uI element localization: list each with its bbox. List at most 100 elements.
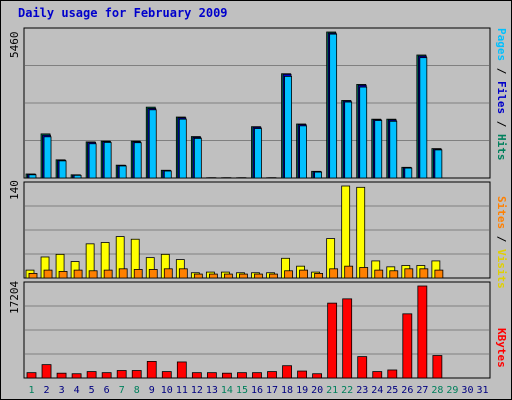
bar-pages-day-5 bbox=[88, 143, 97, 179]
x-tick-label-3: 3 bbox=[59, 385, 65, 396]
bar-pages-day-18 bbox=[284, 75, 292, 179]
bar-kbytes-day-11 bbox=[176, 361, 187, 379]
bar-sites-day-2 bbox=[43, 269, 53, 279]
bar-pages-day-1 bbox=[28, 174, 37, 179]
bar-kbytes-day-12 bbox=[191, 372, 202, 379]
bar-pages-day-2 bbox=[43, 136, 52, 179]
bar-sites-day-28 bbox=[434, 269, 444, 279]
x-tick-label-1: 1 bbox=[29, 385, 35, 396]
bar-kbytes-day-1 bbox=[26, 372, 37, 379]
bar-pages-day-8 bbox=[133, 142, 142, 179]
bar-pages-day-7 bbox=[118, 165, 127, 179]
bar-sites-day-8 bbox=[133, 269, 143, 279]
x-tick-label-9: 9 bbox=[149, 385, 155, 396]
bar-sites-day-4 bbox=[73, 269, 83, 279]
x-tick-label-28: 28 bbox=[431, 385, 443, 396]
chart-title: Daily usage for February 2009 bbox=[18, 6, 228, 20]
bar-sites-day-19 bbox=[299, 269, 308, 279]
x-tick-label-20: 20 bbox=[311, 385, 323, 396]
x-tick-label-6: 6 bbox=[104, 385, 110, 396]
x-tick-label-17: 17 bbox=[266, 385, 278, 396]
bar-kbytes-day-13 bbox=[206, 372, 217, 379]
x-tick-label-18: 18 bbox=[281, 385, 293, 396]
bar-kbytes-day-17 bbox=[267, 371, 277, 379]
bar-visits-day-23 bbox=[356, 186, 366, 279]
bar-sites-day-22 bbox=[344, 265, 354, 279]
bar-sites-day-16 bbox=[254, 273, 263, 279]
x-tick-label-25: 25 bbox=[386, 385, 398, 396]
bar-sites-day-13 bbox=[208, 273, 218, 279]
bar-kbytes-day-10 bbox=[161, 371, 172, 379]
bar-kbytes-day-18 bbox=[282, 365, 292, 379]
bar-kbytes-day-26 bbox=[402, 313, 413, 379]
bar-kbytes-day-7 bbox=[116, 370, 127, 379]
bar-kbytes-day-15 bbox=[237, 372, 247, 379]
x-tick-label-31: 31 bbox=[476, 385, 488, 396]
bar-kbytes-day-19 bbox=[297, 370, 307, 379]
x-tick-label-8: 8 bbox=[134, 385, 140, 396]
bar-pages-day-6 bbox=[103, 142, 112, 179]
bar-kbytes-day-3 bbox=[56, 372, 67, 379]
x-tick-label-22: 22 bbox=[341, 385, 353, 396]
x-tick-label-2: 2 bbox=[44, 385, 50, 396]
x-tick-label-27: 27 bbox=[416, 385, 428, 396]
bar-sites-day-3 bbox=[58, 271, 68, 279]
x-tick-label-12: 12 bbox=[191, 385, 203, 396]
x-tick-label-29: 29 bbox=[446, 385, 458, 396]
bar-kbytes-day-27 bbox=[417, 285, 428, 379]
bar-kbytes-day-23 bbox=[357, 356, 368, 379]
bar-kbytes-day-5 bbox=[86, 371, 97, 379]
bar-pages-day-27 bbox=[419, 57, 428, 179]
x-tick-label-4: 4 bbox=[74, 385, 80, 396]
bar-sites-day-7 bbox=[118, 268, 128, 279]
bar-kbytes-day-8 bbox=[131, 370, 142, 379]
bar-kbytes-day-22 bbox=[342, 298, 353, 379]
bar-kbytes-day-16 bbox=[252, 372, 262, 379]
bar-kbytes-day-4 bbox=[71, 373, 82, 379]
bar-kbytes-day-24 bbox=[372, 371, 383, 379]
bar-pages-day-25 bbox=[389, 120, 398, 179]
bar-pages-day-24 bbox=[374, 120, 383, 179]
x-tick-label-19: 19 bbox=[296, 385, 308, 396]
bar-sites-day-26 bbox=[404, 268, 414, 279]
bar-pages-day-23 bbox=[359, 86, 368, 179]
bar-visits-day-22 bbox=[341, 185, 351, 279]
x-tick-label-10: 10 bbox=[161, 385, 173, 396]
bar-sites-day-18 bbox=[284, 270, 293, 279]
bar-sites-day-12 bbox=[193, 273, 203, 279]
bar-sites-day-11 bbox=[178, 268, 188, 279]
bar-kbytes-day-25 bbox=[387, 369, 398, 379]
bar-kbytes-day-9 bbox=[146, 361, 157, 379]
x-tick-label-30: 30 bbox=[461, 385, 473, 396]
bar-sites-day-25 bbox=[389, 270, 399, 279]
x-tick-label-5: 5 bbox=[89, 385, 95, 396]
bar-pages-day-10 bbox=[163, 170, 172, 179]
bar-kbytes-day-14 bbox=[222, 372, 232, 379]
x-tick-label-21: 21 bbox=[326, 385, 338, 396]
bar-kbytes-day-28 bbox=[432, 355, 443, 379]
bar-sites-day-1 bbox=[28, 272, 38, 279]
bar-sites-day-9 bbox=[148, 269, 158, 279]
x-tick-label-26: 26 bbox=[401, 385, 413, 396]
bar-sites-day-21 bbox=[329, 268, 339, 279]
bar-pages-day-9 bbox=[148, 109, 157, 179]
x-tick-label-15: 15 bbox=[236, 385, 248, 396]
x-tick-label-14: 14 bbox=[221, 385, 233, 396]
bar-sites-day-10 bbox=[163, 268, 173, 279]
x-tick-label-16: 16 bbox=[251, 385, 263, 396]
bar-sites-day-20 bbox=[314, 272, 324, 279]
x-tick-label-7: 7 bbox=[119, 385, 125, 396]
bar-sites-day-24 bbox=[374, 269, 384, 279]
bar-sites-day-27 bbox=[419, 268, 429, 279]
bar-sites-day-15 bbox=[239, 273, 248, 279]
bar-pages-day-19 bbox=[299, 125, 307, 179]
x-tick-label-13: 13 bbox=[206, 385, 218, 396]
bar-sites-day-14 bbox=[224, 273, 233, 279]
bar-pages-day-22 bbox=[344, 101, 353, 179]
bar-pages-day-12 bbox=[193, 138, 202, 179]
bar-pages-day-26 bbox=[404, 167, 413, 179]
bar-kbytes-day-21 bbox=[327, 302, 338, 379]
x-tick-label-23: 23 bbox=[356, 385, 368, 396]
bar-pages-day-28 bbox=[434, 149, 443, 179]
